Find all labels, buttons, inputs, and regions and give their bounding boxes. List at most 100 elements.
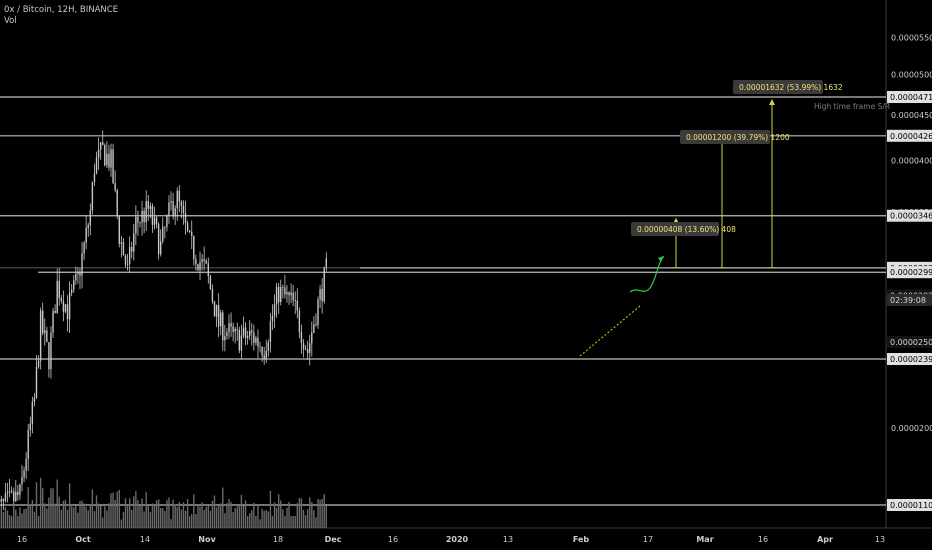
candle-body — [23, 470, 25, 478]
volume-bar — [143, 511, 145, 528]
price-level-tag — [887, 209, 932, 222]
candle-body — [197, 264, 199, 271]
volume-bar — [35, 482, 38, 528]
volume-bar — [296, 503, 299, 528]
volume-bar — [139, 506, 141, 528]
candle-body — [77, 271, 79, 274]
volume-bar — [205, 506, 207, 528]
candle-body — [44, 330, 46, 334]
candle-body — [2, 499, 5, 501]
volume-bar — [182, 502, 185, 528]
symbol-label[interactable]: 0x / Bitcoin — [4, 5, 52, 15]
candle-body — [25, 458, 27, 471]
volume-bar — [155, 500, 158, 528]
volume-bar — [188, 516, 191, 528]
volume-bar — [207, 505, 209, 528]
candle-body — [50, 332, 52, 370]
candle-body — [102, 142, 104, 145]
candle-body — [265, 350, 267, 360]
volume-bar — [2, 512, 5, 528]
time-tick-label: 13 — [503, 535, 513, 544]
interval-label[interactable]: 12H — [57, 5, 75, 15]
candle-body — [217, 305, 220, 327]
volume-bar — [259, 519, 261, 528]
candle-body — [261, 346, 263, 356]
volume-bar — [302, 509, 305, 528]
volume-bar — [298, 497, 301, 528]
candle-body — [170, 201, 172, 203]
volume-bar — [240, 494, 243, 528]
volume-bar — [201, 502, 203, 528]
candle-body — [27, 429, 29, 459]
volume-indicator-label[interactable]: Vol — [4, 16, 17, 26]
candle-body — [232, 326, 234, 332]
volume-bar — [13, 504, 15, 528]
volume-bar — [311, 501, 313, 528]
volume-bar — [95, 495, 98, 528]
volume-bar — [265, 509, 267, 528]
volume-bar — [93, 511, 96, 528]
candle-body — [33, 397, 36, 402]
candle-body — [193, 235, 195, 260]
candle-body — [273, 304, 276, 316]
candle-body — [306, 349, 309, 354]
candle-body — [35, 366, 38, 398]
candle-body — [48, 342, 50, 370]
volume-bar — [253, 502, 255, 528]
candle-body — [313, 324, 315, 333]
candle-body — [66, 304, 69, 320]
volume-bar — [56, 479, 58, 528]
volume-bar — [70, 506, 73, 528]
volume-bar — [226, 503, 228, 528]
volume-bar — [29, 504, 31, 528]
candle-body — [238, 329, 241, 351]
volume-bar — [66, 509, 69, 528]
volume-bar — [110, 493, 112, 528]
candle-body — [269, 320, 272, 343]
candle-body — [263, 355, 265, 360]
candle-body — [271, 315, 274, 321]
candle-body — [62, 300, 65, 312]
volume-bar — [172, 499, 174, 528]
target-label-text: 0.00000408 (13.60%) 408 — [637, 225, 736, 234]
volume-bar — [180, 509, 183, 528]
candle-body — [280, 287, 282, 303]
candle-body — [126, 264, 129, 265]
price-level-tag — [887, 353, 932, 365]
candle-body — [4, 493, 7, 501]
candle-body — [6, 492, 9, 494]
target-label-text: 0.00001200 (39.79%) 1200 — [686, 133, 790, 142]
volume-bar — [153, 503, 156, 528]
candle-body — [99, 142, 102, 150]
candle-body — [228, 323, 230, 333]
candle-body — [29, 423, 31, 430]
candle-body — [236, 329, 238, 330]
volume-bar — [19, 507, 21, 528]
volume-bar — [91, 489, 94, 528]
volume-bar — [290, 516, 292, 528]
candle-body — [244, 327, 247, 338]
candle-body — [286, 292, 288, 295]
volume-bar — [102, 517, 104, 528]
candle-body — [311, 332, 313, 344]
candle-body — [315, 324, 317, 326]
price-level-tag-text: 0.00004264 — [890, 132, 932, 141]
candle-body — [64, 304, 67, 312]
volume-bar — [234, 508, 236, 528]
time-tick-label: Oct — [75, 535, 91, 544]
volume-bar — [313, 510, 315, 528]
candle-body — [257, 337, 259, 347]
axis-tag-text: 02:39:08 — [890, 296, 926, 305]
volume-bar — [164, 510, 166, 528]
time-tick-label: 14 — [140, 535, 150, 544]
volume-bar — [203, 509, 205, 528]
volume-bar — [186, 498, 189, 528]
candle-body — [249, 330, 251, 336]
candle-body — [215, 305, 218, 317]
volume-bar — [79, 500, 81, 528]
volume-bar — [215, 507, 218, 528]
